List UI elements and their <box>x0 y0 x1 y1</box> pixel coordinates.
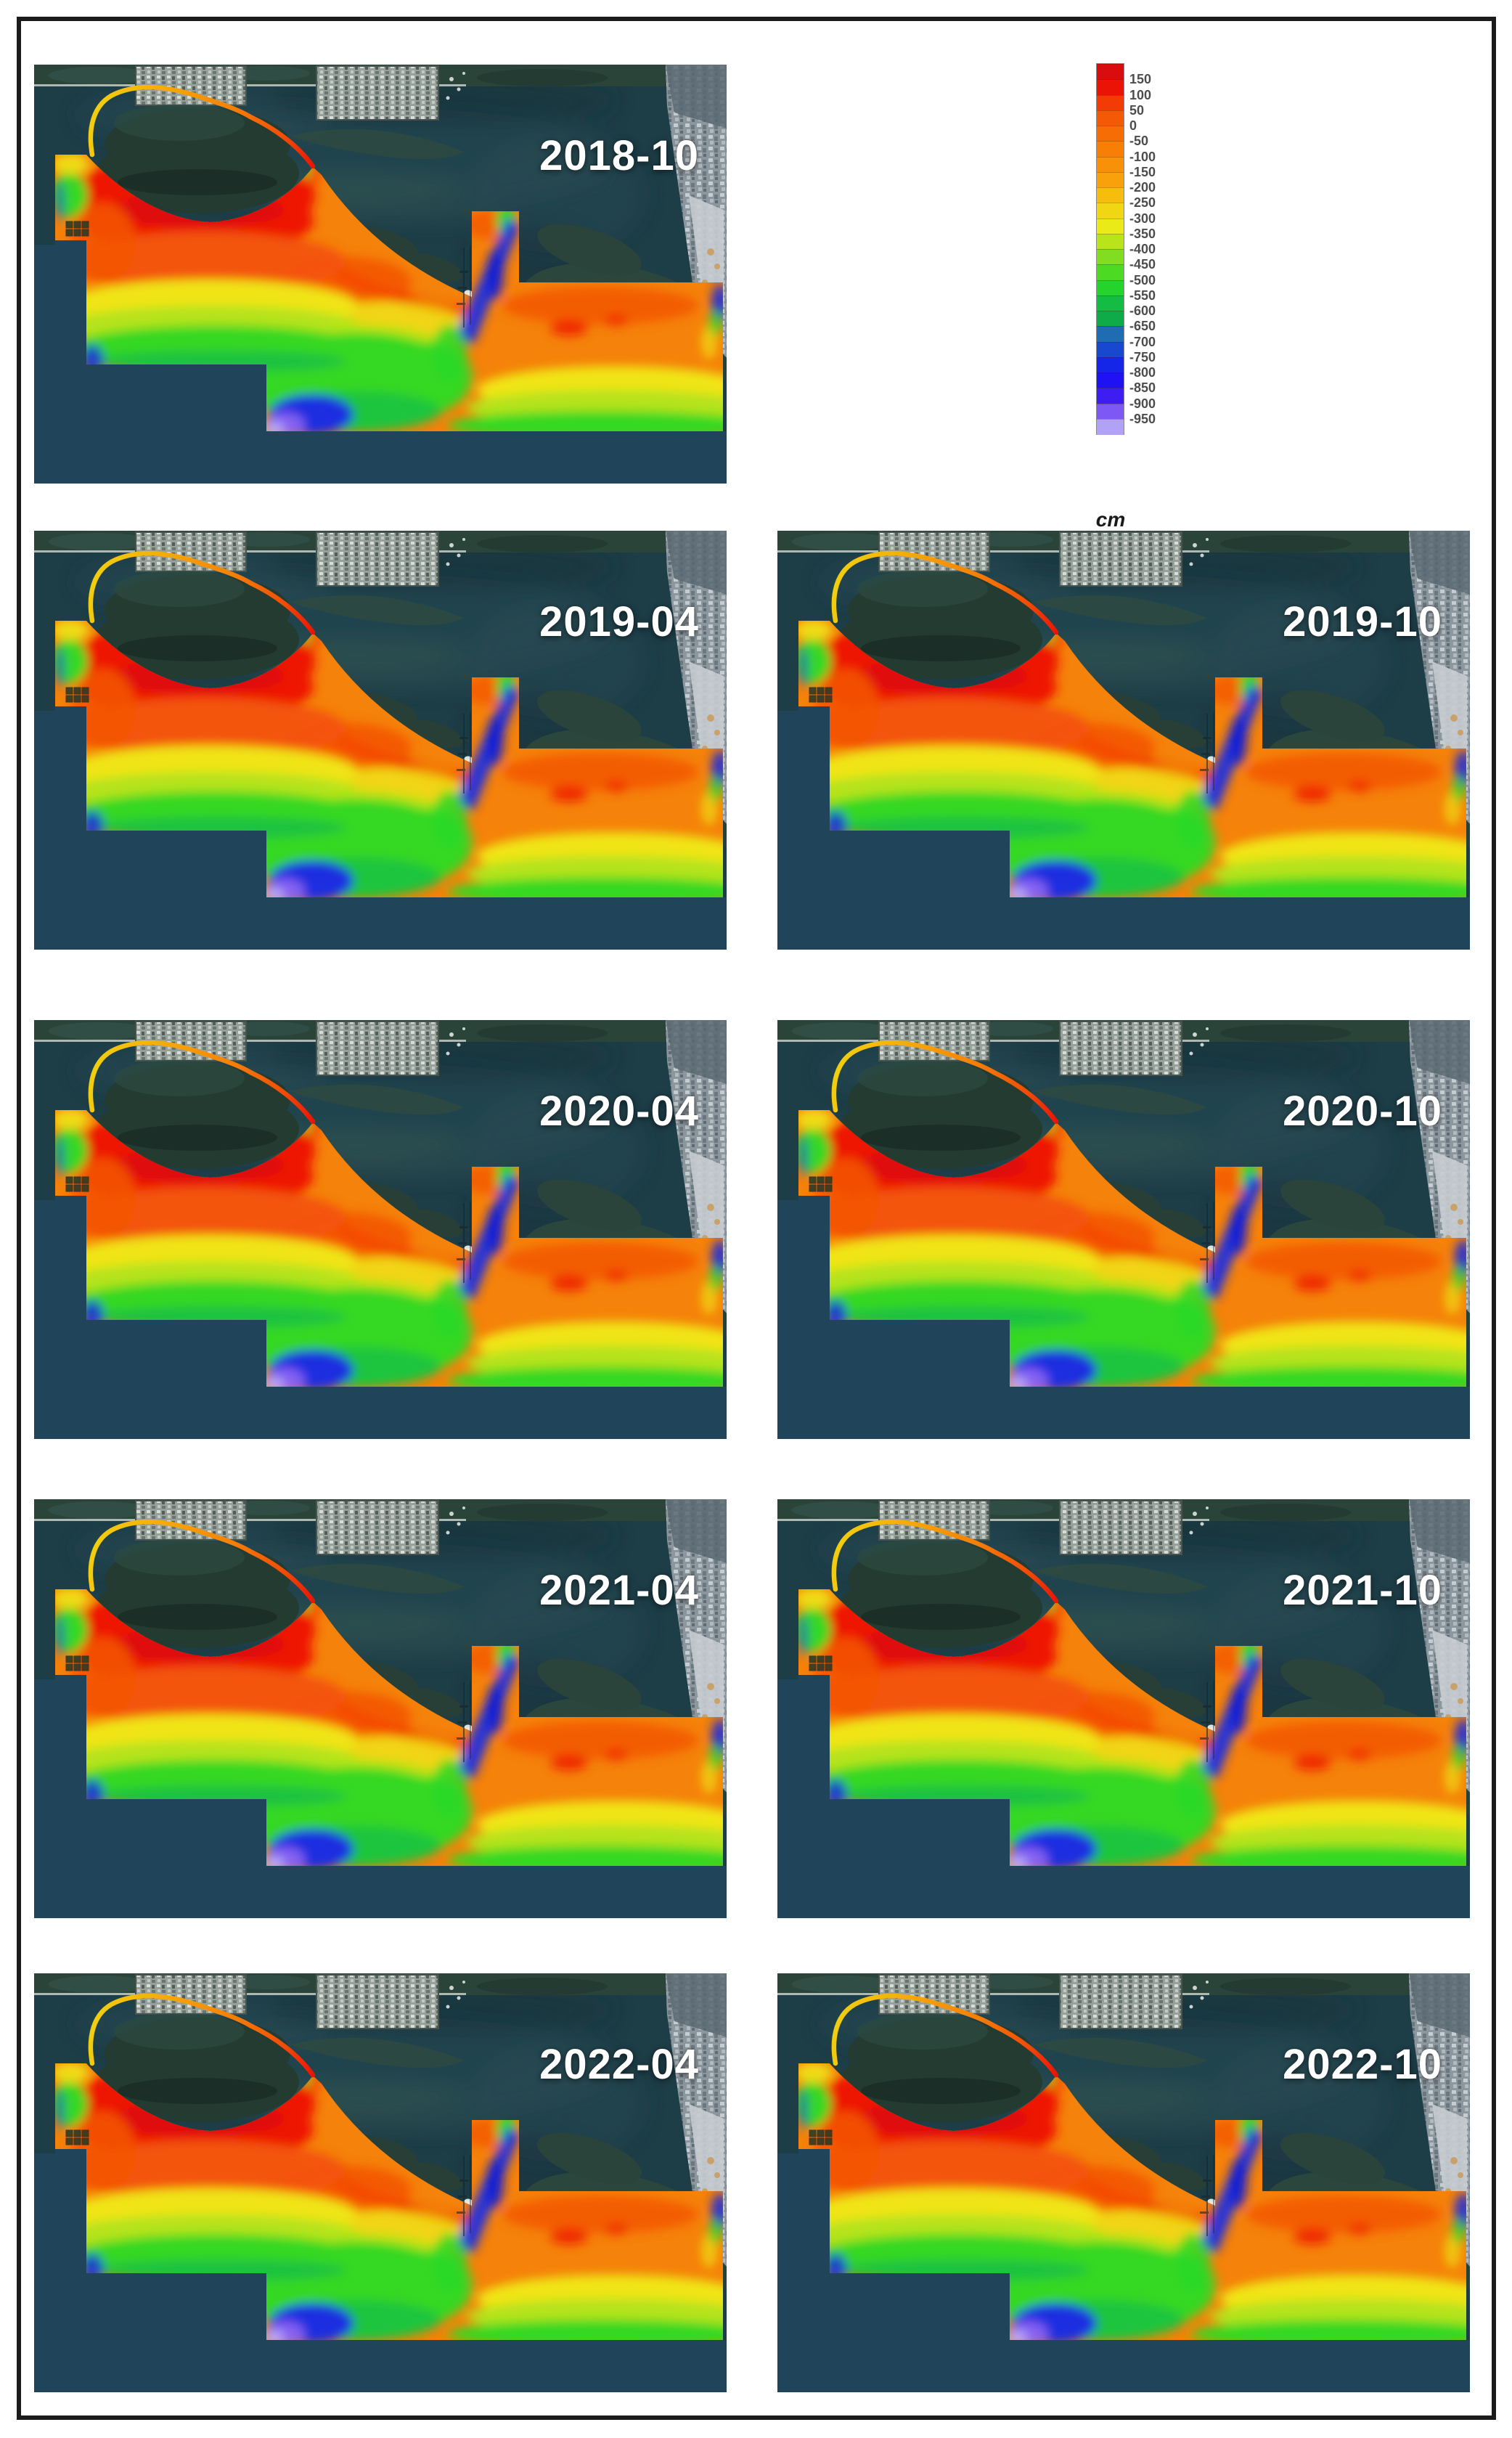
legend-band <box>1097 203 1124 219</box>
legend-band <box>1097 295 1124 311</box>
legend-tick-label: -200 <box>1129 180 1156 195</box>
legend-band <box>1097 280 1124 296</box>
legend-tick-label: -600 <box>1129 303 1156 318</box>
map-scene <box>34 1973 727 2392</box>
map-scene <box>34 65 727 484</box>
legend-band <box>1097 94 1124 111</box>
map-panel: 2019-10 <box>777 531 1470 950</box>
legend: 150 100 50 0 -50 -100 -150 -200 -250 -300 -350 -400… <box>1092 63 1252 531</box>
legend-tick-label: 0 <box>1129 118 1137 133</box>
legend-band <box>1097 403 1124 420</box>
legend-tick-label: -400 <box>1129 242 1156 256</box>
map-panel: 2021-10 <box>777 1499 1470 1918</box>
map-scene <box>777 1973 1470 2392</box>
legend-tick-label: -450 <box>1129 257 1156 272</box>
map-panel: 2020-10 <box>777 1020 1470 1439</box>
legend-tick-label: -950 <box>1129 411 1156 426</box>
legend-band <box>1097 356 1124 373</box>
legend-tick-label: -750 <box>1129 349 1156 364</box>
legend-band <box>1097 218 1124 235</box>
legend-tick-label: -900 <box>1129 396 1156 411</box>
panel-date-label: 2021-10 <box>1283 1567 1442 1614</box>
legend-band <box>1097 326 1124 342</box>
legend-tick-label: -250 <box>1129 195 1156 211</box>
legend-tick-label: -700 <box>1129 334 1156 349</box>
panel-date-label: 2019-10 <box>1283 598 1442 645</box>
panel-date-label: 2020-10 <box>1283 1088 1442 1135</box>
legend-band <box>1097 79 1124 95</box>
legend-band <box>1097 64 1124 80</box>
legend-band <box>1097 311 1124 327</box>
map-scene <box>34 1020 727 1439</box>
legend-band <box>1097 171 1124 188</box>
legend-band <box>1097 388 1124 404</box>
map-scene <box>777 531 1470 950</box>
map-scene <box>777 1499 1470 1918</box>
legend-tick-label: -850 <box>1129 380 1156 396</box>
legend-band <box>1097 418 1124 435</box>
map-panel: 2022-10 <box>777 1973 1470 2392</box>
legend-tick-label: -300 <box>1129 211 1156 226</box>
panel-date-label: 2019-04 <box>539 598 699 645</box>
legend-band <box>1097 264 1124 280</box>
legend-band <box>1097 141 1124 157</box>
legend-unit-label: cm <box>1095 508 1126 531</box>
map-panel: 2020-04 <box>34 1020 727 1439</box>
legend-tick-label: -650 <box>1129 319 1156 334</box>
panel-date-label: 2022-04 <box>539 2041 699 2088</box>
legend-colorbar <box>1096 63 1124 435</box>
panel-date-label: 2021-04 <box>539 1567 699 1614</box>
legend-tick-label: -500 <box>1129 272 1156 288</box>
legend-tick-label: 50 <box>1129 102 1145 118</box>
legend-tick-label: -100 <box>1129 149 1156 164</box>
panel-date-label: 2020-04 <box>539 1088 699 1135</box>
map-scene <box>34 1499 727 1918</box>
map-panel: 2022-04 <box>34 1973 727 2392</box>
legend-tick-label: -150 <box>1129 164 1156 179</box>
map-panel: 2018-10 <box>34 65 727 484</box>
legend-band <box>1097 233 1124 250</box>
legend-tick-label: 100 <box>1129 87 1152 102</box>
legend-tick-label: -50 <box>1129 134 1149 149</box>
legend-band <box>1097 187 1124 203</box>
legend-band <box>1097 372 1124 388</box>
map-panel: 2021-04 <box>34 1499 727 1918</box>
legend-band <box>1097 341 1124 358</box>
legend-tick-label: -350 <box>1129 226 1156 241</box>
map-panel: 2019-04 <box>34 531 727 950</box>
legend-band <box>1097 249 1124 265</box>
panel-date-label: 2018-10 <box>539 132 699 179</box>
legend-band <box>1097 126 1124 142</box>
map-scene <box>34 531 727 950</box>
map-scene <box>777 1020 1470 1439</box>
panel-date-label: 2022-10 <box>1283 2041 1442 2088</box>
legend-tick-label: -800 <box>1129 365 1156 380</box>
legend-band <box>1097 110 1124 126</box>
legend-band <box>1097 156 1124 173</box>
legend-tick-label: -550 <box>1129 288 1156 303</box>
legend-tick-label: 150 <box>1129 72 1152 87</box>
